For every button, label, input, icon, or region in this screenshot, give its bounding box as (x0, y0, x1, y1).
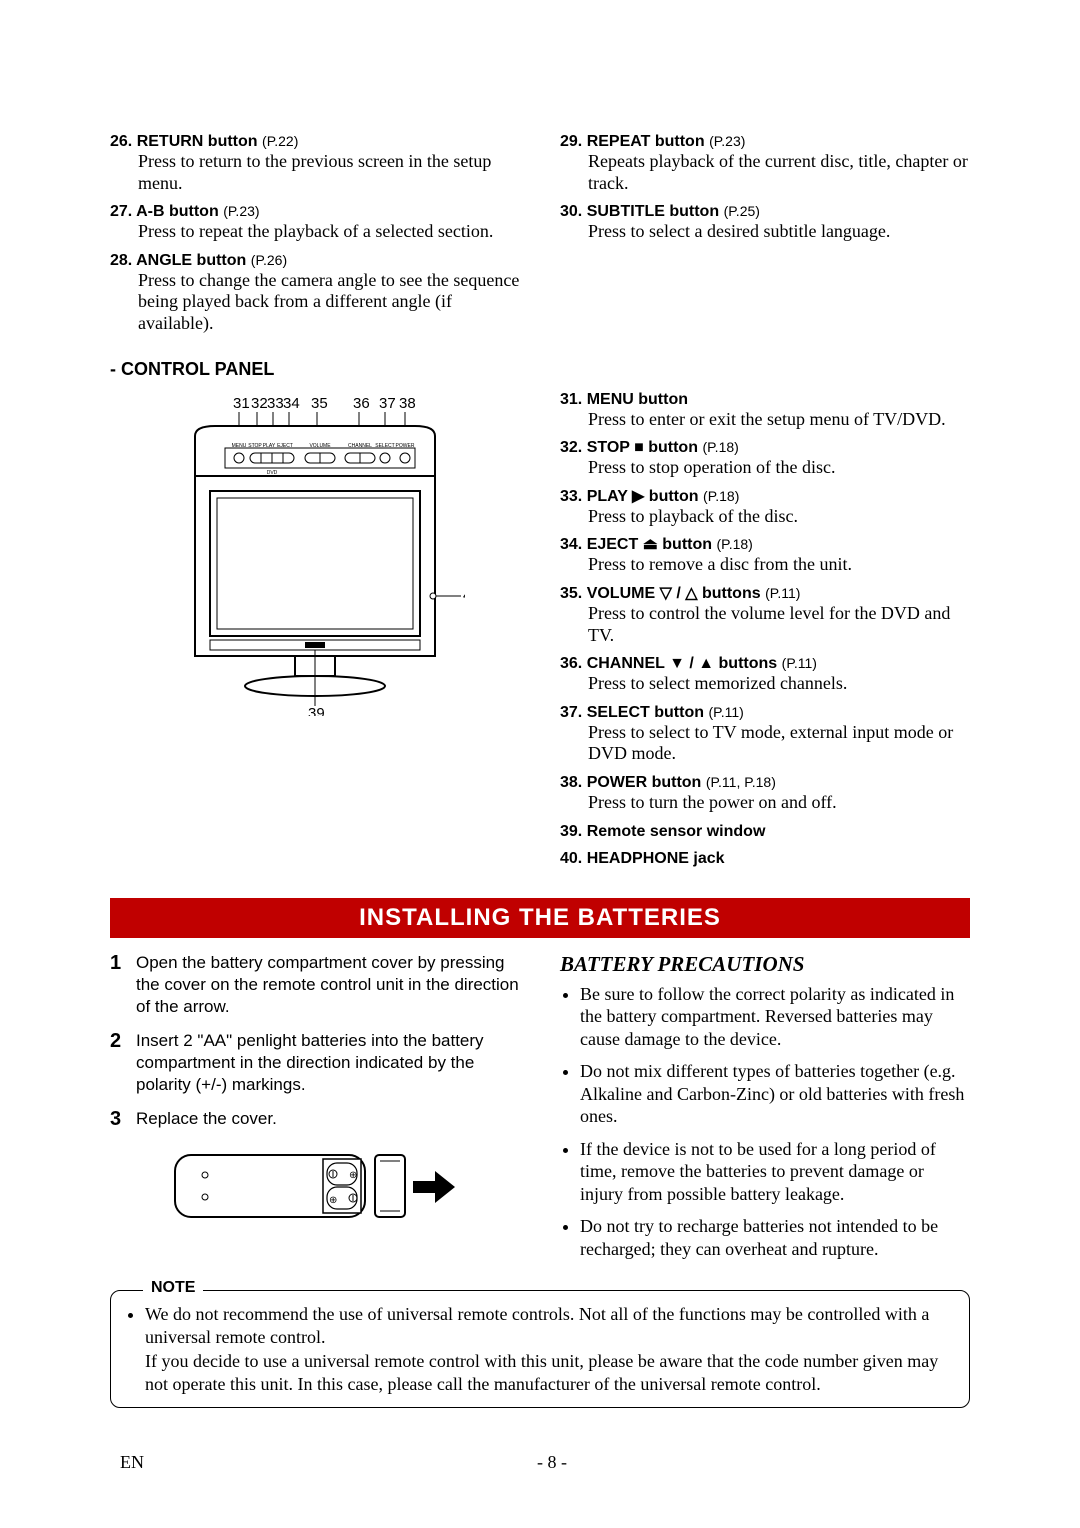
panel-btn-label: CHANNEL (348, 443, 372, 449)
step-number: 1 (110, 952, 128, 1018)
control-panel-items-col: 31. MENU buttonPress to enter or exit th… (560, 388, 970, 874)
button-item-head: 33. PLAY ▶ button (P.18) (560, 485, 970, 506)
panel-num: 32 (251, 396, 268, 412)
button-item: 27. A-B button (P.23)Press to repeat the… (110, 200, 520, 243)
button-item: 37. SELECT button (P.11)Press to select … (560, 701, 970, 765)
remote-diagram: ⊕ ⊕ (110, 1143, 520, 1238)
note-bullet: If you decide to use a universal remote … (145, 1350, 953, 1397)
button-item-desc: Press to turn the power on and off. (560, 792, 970, 814)
button-item: 28. ANGLE button (P.26)Press to change t… (110, 249, 520, 335)
button-item: 38. POWER button (P.11, P.18)Press to tu… (560, 771, 970, 814)
button-item-desc: Press to control the volume level for th… (560, 603, 970, 646)
button-item: 29. REPEAT button (P.23)Repeats playback… (560, 130, 970, 194)
panel-btn-label: EJECT (277, 443, 293, 449)
step-text: Insert 2 "AA" penlight batteries into th… (136, 1030, 520, 1096)
button-item-head: 38. POWER button (P.11, P.18) (560, 771, 970, 792)
button-item-desc: Repeats playback of the current disc, ti… (560, 151, 970, 194)
note-bullet: We do not recommend the use of universal… (145, 1303, 953, 1350)
button-item-head: 26. RETURN button (P.22) (110, 130, 520, 151)
panel-num: 35 (311, 396, 328, 412)
button-item-head: 39. Remote sensor window (560, 820, 970, 841)
button-item: 36. CHANNEL ▼ / ▲ buttons (P.11)Press to… (560, 652, 970, 695)
footer-left: EN (120, 1452, 144, 1473)
precaution-item: If the device is not to be used for a lo… (580, 1138, 970, 1206)
button-item-head: 36. CHANNEL ▼ / ▲ buttons (P.11) (560, 652, 970, 673)
step-number: 3 (110, 1108, 128, 1131)
step-text: Replace the cover. (136, 1108, 277, 1131)
panel-btn-label: PLAY (263, 443, 276, 449)
panel-bottom-num: 39 (308, 705, 325, 716)
control-panel-row: 31 32 33 34 35 36 37 38 (110, 388, 970, 874)
svg-text:⊕: ⊕ (329, 1195, 337, 1206)
button-item: 39. Remote sensor window (560, 820, 970, 841)
precautions-col: BATTERY PRECAUTIONS Be sure to follow th… (560, 952, 970, 1271)
precaution-item: Be sure to follow the correct polarity a… (580, 983, 970, 1051)
button-item-head: 37. SELECT button (P.11) (560, 701, 970, 722)
button-item: 31. MENU buttonPress to enter or exit th… (560, 388, 970, 431)
button-item-desc: Press to select memorized channels. (560, 673, 970, 695)
note-box: NOTE We do not recommend the use of univ… (110, 1290, 970, 1408)
svg-text:⊕: ⊕ (349, 1170, 357, 1181)
button-item-desc: Press to remove a disc from the unit. (560, 554, 970, 576)
precaution-item: Do not mix different types of batteries … (580, 1060, 970, 1128)
panel-btn-label: MENU (232, 443, 247, 449)
panel-diagram: 31 32 33 34 35 36 37 38 (110, 392, 520, 721)
panel-num: 36 (353, 396, 370, 412)
button-item-head: 34. EJECT ⏏ button (P.18) (560, 533, 970, 554)
button-item-head: 27. A-B button (P.23) (110, 200, 520, 221)
button-item-head: 29. REPEAT button (P.23) (560, 130, 970, 151)
button-item-head: 28. ANGLE button (P.26) (110, 249, 520, 270)
button-item: 32. STOP ■ button (P.18)Press to stop op… (560, 436, 970, 479)
panel-btn-label: SELECT (375, 443, 394, 449)
button-item: 33. PLAY ▶ button (P.18)Press to playbac… (560, 485, 970, 528)
steps-col: 1Open the battery compartment cover by p… (110, 952, 520, 1271)
button-item-desc: Press to select to TV mode, external inp… (560, 722, 970, 765)
button-item-desc: Press to return to the previous screen i… (110, 151, 520, 194)
button-item-head: 35. VOLUME ▽ / △ buttons (P.11) (560, 582, 970, 603)
tv-svg: 31 32 33 34 35 36 37 38 (165, 396, 465, 716)
panel-btn-label: VOLUME (309, 443, 331, 449)
panel-num: 38 (399, 396, 416, 412)
install-step: 3 Replace the cover. (110, 1108, 520, 1131)
upper-button-list: 26. RETURN button (P.22)Press to return … (110, 130, 970, 341)
installing-batteries-banner: INSTALLING THE BATTERIES (110, 898, 970, 938)
button-item: 26. RETURN button (P.22)Press to return … (110, 130, 520, 194)
page-footer: EN - 8 - (0, 1452, 1080, 1473)
button-item: 34. EJECT ⏏ button (P.18)Press to remove… (560, 533, 970, 576)
button-item-desc: Press to select a desired subtitle langu… (560, 221, 970, 243)
button-item-head: 40. HEADPHONE jack (560, 847, 970, 868)
panel-num: 37 (379, 396, 396, 412)
button-item: 35. VOLUME ▽ / △ buttons (P.11)Press to … (560, 582, 970, 646)
button-item-head: 30. SUBTITLE button (P.25) (560, 200, 970, 221)
button-item-desc: Press to stop operation of the disc. (560, 457, 970, 479)
upper-left-col: 26. RETURN button (P.22)Press to return … (110, 130, 520, 341)
panel-num: 31 (233, 396, 250, 412)
batteries-row: 1Open the battery compartment cover by p… (110, 952, 970, 1271)
button-item-desc: Press to repeat the playback of a select… (110, 221, 520, 243)
panel-num: 33 (267, 396, 284, 412)
control-panel-diagram-col: 31 32 33 34 35 36 37 38 (110, 388, 520, 874)
control-panel-heading: - CONTROL PANEL (110, 359, 970, 380)
upper-right-col: 29. REPEAT button (P.23)Repeats playback… (560, 130, 970, 341)
button-item-head: 32. STOP ■ button (P.18) (560, 436, 970, 457)
panel-num: 34 (283, 396, 300, 412)
precaution-item: Do not try to recharge batteries not int… (580, 1215, 970, 1260)
button-item-desc: Press to enter or exit the setup menu of… (560, 409, 970, 431)
step-text: Open the battery compartment cover by pr… (136, 952, 520, 1018)
panel-side-num: 40 (463, 587, 465, 604)
button-item: 30. SUBTITLE button (P.25)Press to selec… (560, 200, 970, 243)
panel-btn-label: POWER (396, 443, 415, 449)
button-item-desc: Press to change the camera angle to see … (110, 270, 520, 335)
note-label: NOTE (143, 1279, 203, 1297)
button-item-head: 31. MENU button (560, 388, 970, 409)
button-item: 40. HEADPHONE jack (560, 847, 970, 868)
install-step: 2Insert 2 "AA" penlight batteries into t… (110, 1030, 520, 1096)
precautions-heading: BATTERY PRECAUTIONS (560, 952, 970, 977)
footer-center: - 8 - (537, 1452, 567, 1473)
install-step: 1Open the battery compartment cover by p… (110, 952, 520, 1018)
panel-btn-label: STOP (248, 443, 262, 449)
button-item-desc: Press to playback of the disc. (560, 506, 970, 528)
step-number: 2 (110, 1030, 128, 1096)
